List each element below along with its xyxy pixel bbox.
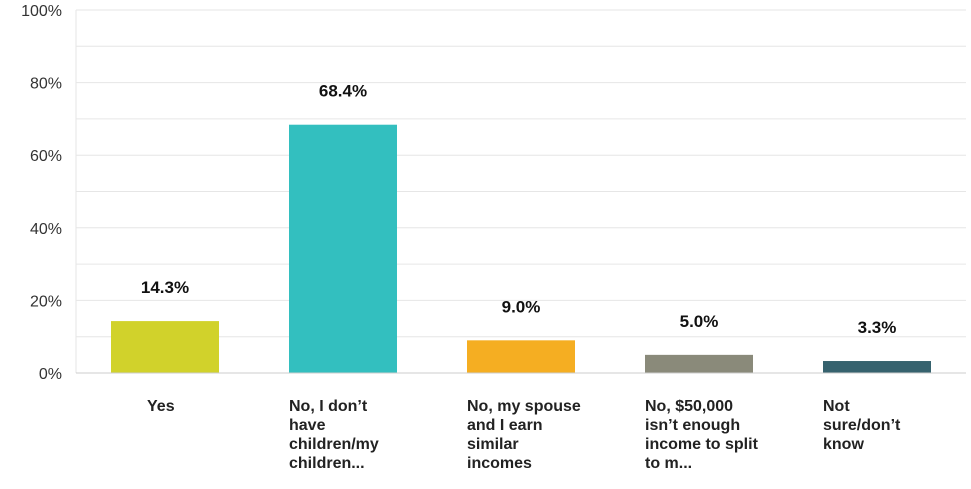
bar xyxy=(289,124,397,373)
bar xyxy=(645,354,753,373)
bar xyxy=(467,340,575,373)
y-tick-label: 100% xyxy=(21,3,62,20)
y-axis-ticks: 0% 20% 40% 60% 80% 100% xyxy=(21,3,62,383)
data-label: 5.0% xyxy=(680,312,719,331)
bars xyxy=(111,124,931,373)
category-label: No, my spouse and I earn similar incomes xyxy=(467,398,581,472)
category-label: No, I don’t have children/my children... xyxy=(289,398,379,472)
y-tick-label: 20% xyxy=(30,293,62,310)
data-label: 14.3% xyxy=(141,278,189,297)
data-label: 3.3% xyxy=(858,318,897,337)
bar xyxy=(823,361,931,373)
data-label: 9.0% xyxy=(502,297,541,316)
category-label: Yes xyxy=(147,398,175,415)
data-label: 68.4% xyxy=(319,82,367,101)
grid-lines xyxy=(75,9,966,374)
y-tick-label: 40% xyxy=(30,221,62,238)
y-tick-label: 0% xyxy=(39,366,62,383)
y-tick-label: 60% xyxy=(30,148,62,165)
y-tick-label: 80% xyxy=(30,76,62,93)
category-label: Not sure/don’t know xyxy=(823,398,901,453)
category-label: No, $50,000 isn’t enough income to split… xyxy=(645,398,758,472)
bar xyxy=(111,321,219,373)
data-labels: 14.3% 68.4% 9.0% 5.0% 3.3% xyxy=(141,82,896,337)
